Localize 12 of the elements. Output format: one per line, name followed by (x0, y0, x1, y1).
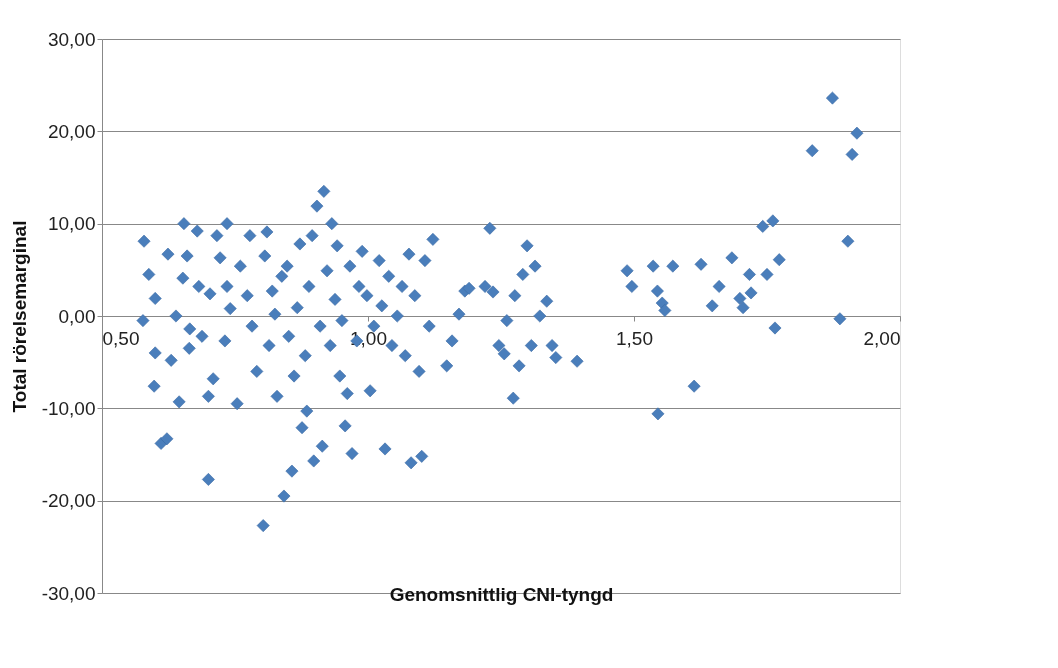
y-tick-label: -30,00 (41, 582, 96, 604)
x-axis-title: Genomsnittlig CNI-tyngd (389, 583, 614, 605)
y-tick-label: 20,00 (47, 120, 96, 142)
y-tick-label: 0,00 (58, 305, 96, 327)
y-tick-label: 10,00 (47, 213, 96, 235)
x-tick-label: 1,50 (616, 327, 653, 349)
y-tick-label: 30,00 (47, 28, 96, 50)
y-tick-label: -20,00 (41, 490, 96, 512)
x-tick-label: 2,00 (863, 327, 901, 349)
y-tick-label: -10,00 (41, 397, 96, 419)
x-tick-label: 0,50 (102, 327, 140, 349)
y-axis-title: Total rörelsemarginal (8, 220, 30, 413)
